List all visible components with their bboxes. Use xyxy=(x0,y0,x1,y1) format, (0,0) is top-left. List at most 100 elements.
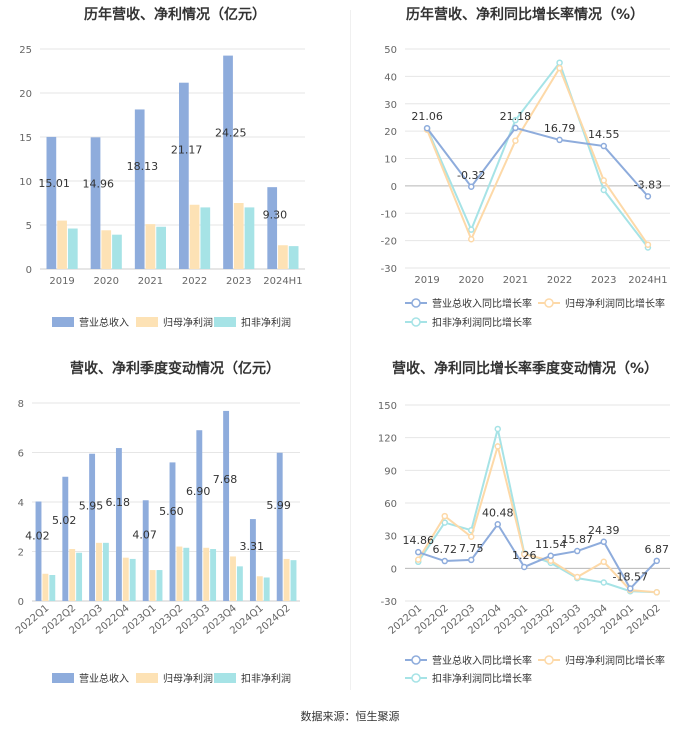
quarterly-line-data-label: 11.54 xyxy=(535,538,567,551)
annual-bar-bar-net-profit xyxy=(278,245,288,269)
quarterly-bar-bar-net-profit xyxy=(176,546,183,601)
quarterly-line-legend-marker xyxy=(411,655,421,665)
annual-bar-bar-deducted-profit xyxy=(200,207,211,269)
quarterly-line-data-label: -18.57 xyxy=(613,571,648,584)
annual-line-legend-marker xyxy=(411,317,421,327)
quarterly-bar-legend-item[interactable]: 扣非净利润 xyxy=(214,672,291,685)
quarterly-line-point-net-profit xyxy=(653,589,660,596)
quarterly-bar-ytick: 8 xyxy=(18,399,24,410)
quarterly-bar-bar-net-profit xyxy=(149,570,156,601)
annual-line-ytick: -20 xyxy=(381,237,397,248)
annual-line-point-net-profit xyxy=(468,236,475,243)
quarterly-line-point-deducted-profit xyxy=(494,425,501,433)
annual-line-ytick: 20 xyxy=(384,127,397,138)
quarterly-bar-data-label: 4.02 xyxy=(25,529,50,542)
annual-line-xtick: 2024H1 xyxy=(628,275,667,286)
quarterly-bar-bar-revenue xyxy=(115,448,122,601)
quarterly-line-point-deducted-profit xyxy=(441,519,448,526)
quarterly-bar-ytick: 2 xyxy=(18,548,24,559)
quarterly-bar-bar-net-profit xyxy=(96,542,102,601)
quarterly-line-point-revenue xyxy=(494,521,501,528)
quarterly-line-point-revenue xyxy=(627,585,634,592)
quarterly-line-legend-marker xyxy=(411,673,421,683)
annual-bar-bar-revenue xyxy=(46,136,57,269)
annual-line-legend-item[interactable]: 营业总收入同比增长率 xyxy=(405,297,532,310)
quarterly-line-ytick: 120 xyxy=(378,434,397,445)
quarterly-line-point-net-profit xyxy=(521,550,528,558)
annual-line-point-revenue xyxy=(644,193,652,200)
quarterly-bar-title: 营收、净利季度变动情况（亿元） xyxy=(70,361,280,377)
quarterly-bar-legend-item[interactable]: 归母净利润 xyxy=(136,672,213,685)
annual-line-legend-item[interactable]: 扣非净利润同比增长率 xyxy=(405,316,532,329)
annual-bar-bar-deducted-profit xyxy=(244,207,255,269)
annual-bar-bar-net-profit xyxy=(233,203,244,269)
quarterly-bar-bar-revenue xyxy=(223,410,230,601)
annual-line-point-revenue xyxy=(512,124,519,132)
annual-bar-xtick: 2022 xyxy=(182,276,207,287)
quarterly-line-data-label: 7.75 xyxy=(459,542,484,555)
quarterly-bar-legend-label: 营业总收入 xyxy=(79,672,129,685)
quarterly-bar-bar-deducted-profit xyxy=(290,560,297,601)
annual-line-panel: 历年营收、净利同比增长率情况（%） -30 -20 -10 0 10 20 30 40 50 21… xyxy=(350,0,700,345)
quarterly-bar-data-label: 4.07 xyxy=(132,529,157,542)
annual-bar-xtick: 2019 xyxy=(49,276,74,287)
quarterly-bar-bar-deducted-profit xyxy=(76,552,83,601)
annual-bar-data-label: 24.25 xyxy=(215,127,247,140)
annual-bar-data-label: 15.01 xyxy=(38,177,70,190)
quarterly-bar-ytick: 6 xyxy=(18,449,24,460)
annual-line-ytick: -10 xyxy=(381,209,397,220)
annual-bar-bar-deducted-profit xyxy=(112,234,122,269)
annual-bar-legend-label: 营业总收入 xyxy=(79,316,129,329)
annual-line-data-label: 14.55 xyxy=(588,128,620,141)
quarterly-line-data-label: 1.26 xyxy=(512,549,537,562)
quarterly-line-data-label: 6.87 xyxy=(645,543,670,556)
annual-line-point-deducted-profit xyxy=(600,186,607,194)
quarterly-line-ytick: 0 xyxy=(391,564,397,575)
annual-bar-bar-revenue xyxy=(223,55,233,269)
quarterly-line-legend-item[interactable]: 扣非净利润同比增长率 xyxy=(405,672,532,685)
annual-bar-ytick: 10 xyxy=(19,177,32,188)
annual-line-line-deducted-profit xyxy=(426,60,649,249)
annual-line-xtick: 2021 xyxy=(503,275,528,286)
annual-bar-data-label: 14.96 xyxy=(83,177,115,190)
annual-bar-ytick: 20 xyxy=(19,89,32,100)
annual-bar-chart: 0 5 10 15 20 25 15.01 2019 14.96 2020 18.13 2021 21.… xyxy=(19,45,305,329)
annual-bar-legend-item[interactable]: 扣非净利润 xyxy=(214,316,291,329)
annual-line-point-revenue xyxy=(468,183,475,191)
quarterly-line-point-deducted-profit xyxy=(600,579,607,586)
quarterly-line-point-net-profit xyxy=(415,556,422,563)
quarterly-bar-panel: 营收、净利季度变动情况（亿元） 0 2 4 6 8 4.02 2022Q1 5.02 2022Q… xyxy=(0,350,350,700)
quarterly-bar-data-label: 5.99 xyxy=(266,499,291,512)
quarterly-line-line-deducted-profit xyxy=(417,428,657,594)
quarterly-line-legend-item[interactable]: 归母净利润同比增长率 xyxy=(538,654,665,667)
quarterly-line-legend-item[interactable]: 营业总收入同比增长率 xyxy=(405,654,532,667)
annual-bar-bar-net-profit xyxy=(101,230,112,269)
quarterly-bar-bar-deducted-profit xyxy=(102,542,109,601)
annual-bar-title: 历年营收、净利情况（亿元） xyxy=(84,7,266,23)
quarterly-line-point-revenue xyxy=(441,557,448,565)
annual-bar-data-label: 9.30 xyxy=(263,208,288,221)
quarterly-bar-data-label: 3.31 xyxy=(240,540,265,553)
quarterly-line-ytick: 60 xyxy=(384,499,397,510)
annual-line-legend-item[interactable]: 归母净利润同比增长率 xyxy=(538,297,665,310)
quarterly-bar-bar-net-profit xyxy=(122,557,129,601)
annual-bar-ytick: 0 xyxy=(26,265,32,276)
annual-bar-xtick: 2024H1 xyxy=(263,276,302,287)
annual-line-xtick: 2020 xyxy=(459,275,484,286)
annual-bar-xtick: 2023 xyxy=(226,276,251,287)
annual-bar-legend-item[interactable]: 归母净利润 xyxy=(136,316,213,329)
annual-bar-legend-item[interactable]: 营业总收入 xyxy=(52,316,129,329)
annual-bar-xtick: 2020 xyxy=(94,276,119,287)
quarterly-bar-bar-revenue xyxy=(249,519,256,601)
annual-bar-bar-net-profit xyxy=(189,204,200,269)
quarterly-bar-bar-deducted-profit xyxy=(236,566,243,601)
quarterly-line-title: 营收、净利同比增长率季度变动情况（%） xyxy=(391,361,659,377)
annual-line-ytick: -30 xyxy=(381,264,397,275)
annual-line-point-net-profit xyxy=(512,137,519,144)
quarterly-line-point-net-profit xyxy=(600,558,607,566)
quarterly-bar-legend-swatch xyxy=(52,673,74,683)
annual-line-point-net-profit xyxy=(600,177,607,184)
quarterly-bar-legend-item[interactable]: 营业总收入 xyxy=(52,672,129,685)
annual-bar-ytick: 25 xyxy=(19,45,32,56)
quarterly-bar-bar-revenue xyxy=(169,462,176,601)
